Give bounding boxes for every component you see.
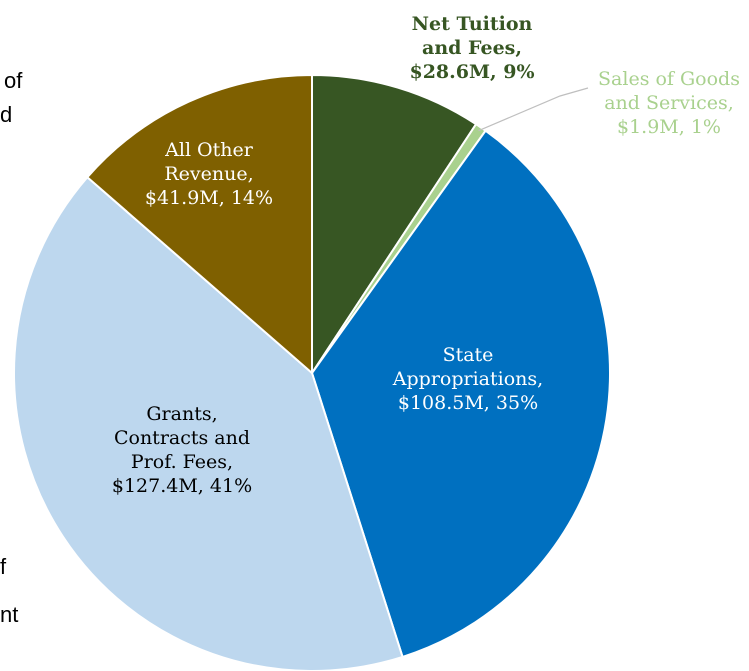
cropped-text-fragment: f [0,554,7,579]
cropped-text-fragment: d [0,102,13,127]
leader-line [478,87,589,132]
slice-label-all-other: All Other Revenue, $41.9M, 14% [144,139,274,209]
pie-slice-2 [310,129,611,659]
pie-slice-4 [85,73,313,376]
cropped-text-fragment: nt [0,602,19,627]
pie-slice-3 [13,175,404,671]
slice-label-net-tuition: Net Tuition and Fees, $28.6M, 9% [409,13,535,83]
slice-label-grants: Grants, Contracts and Prof. Fees, $127.4… [111,403,253,497]
cropped-text-fragment: of [4,68,23,93]
slice-label-sales-goods: Sales of Goods and Services, $1.9M, 1% [598,68,740,138]
pie-slice-0 [311,73,478,377]
slice-label-state-appropriations: State Appropriations, $108.5M, 35% [392,344,544,414]
